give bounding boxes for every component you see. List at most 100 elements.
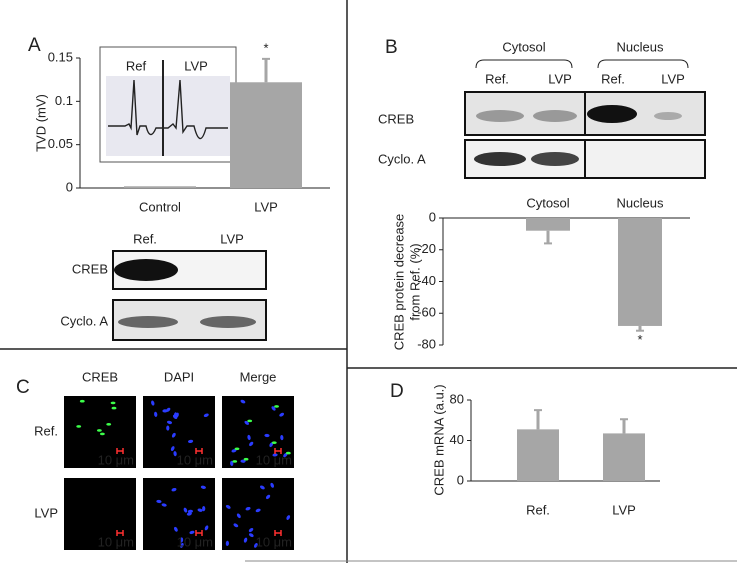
nucleus (202, 506, 206, 512)
y-tick-label: 0.15 (48, 49, 73, 64)
creb-stain (274, 405, 279, 408)
scale-label: 10 μm (256, 452, 292, 467)
nucleus (161, 503, 167, 507)
creb-stain (79, 399, 85, 403)
row-label: Cyclo. A (378, 151, 426, 166)
scale-label: 10 μm (177, 452, 213, 467)
y-tick-label: -40 (417, 273, 436, 288)
nucleus (174, 526, 178, 532)
group-label: Nucleus (617, 39, 664, 54)
band (476, 110, 524, 122)
nucleus (233, 523, 239, 528)
nucleus (171, 487, 177, 492)
band (118, 316, 178, 328)
x-tick-label: Control (139, 199, 181, 214)
nucleus (156, 499, 162, 504)
nucleus (271, 406, 276, 411)
creb-stain (99, 432, 105, 436)
lane-label: Ref. (601, 71, 625, 86)
nucleus (245, 506, 251, 511)
nucleus (171, 432, 176, 438)
nucleus (286, 515, 291, 520)
x-tick-label: Ref. (526, 502, 550, 517)
row-label: CREB (378, 111, 414, 126)
scale-bar (195, 530, 203, 536)
group-label: Cytosol (502, 39, 545, 54)
lane-label: LVP (548, 71, 572, 86)
y-tick-label: 0.1 (55, 93, 73, 108)
creb-stain (96, 429, 102, 432)
nucleus (264, 433, 270, 438)
nucleus (279, 412, 285, 417)
nucleus (204, 525, 209, 531)
nucleus (179, 537, 184, 543)
bracket (475, 59, 689, 69)
nucleus (244, 420, 249, 425)
scale-label: 10 μm (177, 534, 213, 549)
band (474, 152, 526, 166)
bar (618, 218, 662, 326)
scale-bar (116, 448, 124, 454)
nucleus (269, 442, 274, 448)
scale-bar (195, 448, 203, 454)
annotation: * (637, 332, 642, 347)
bar (230, 82, 302, 188)
micrograph (222, 478, 294, 550)
creb-stain (234, 447, 240, 451)
creb-stain (106, 422, 112, 426)
y-tick-label: 0 (457, 472, 464, 487)
nucleus (180, 542, 184, 548)
nucleus (230, 460, 234, 466)
micrograph (222, 396, 294, 468)
y-tick-label: 0 (66, 179, 73, 194)
lane-label: LVP (220, 231, 244, 246)
inset-label: Ref (126, 58, 147, 73)
nucleus (259, 485, 265, 490)
bar (603, 433, 645, 481)
nucleus (249, 441, 254, 447)
scale-bar (274, 530, 282, 536)
lane-label: Ref. (485, 71, 509, 86)
micrograph (143, 478, 215, 550)
creb-stain (110, 401, 116, 405)
nucleus (189, 530, 195, 535)
bar (517, 429, 559, 481)
nucleus (225, 504, 231, 509)
panel-label: B (385, 37, 398, 58)
nucleus (187, 439, 194, 444)
nucleus (197, 508, 203, 512)
row-label: CREB (72, 261, 108, 276)
blot (112, 250, 267, 290)
nucleus (203, 413, 209, 418)
nucleus (200, 485, 206, 489)
nucleus (172, 414, 178, 420)
nucleus (280, 435, 284, 441)
y-tick-label: 0 (429, 209, 436, 224)
x-tick-label: LVP (254, 199, 278, 214)
nucleus (247, 434, 251, 441)
nucleus (183, 507, 188, 513)
annotation: * (263, 40, 268, 55)
nucleus (240, 399, 246, 404)
creb-stain (111, 406, 117, 410)
nucleus (272, 453, 278, 457)
nucleus (173, 451, 177, 457)
creb-stain (76, 425, 82, 428)
nucleus (165, 407, 171, 412)
band (114, 259, 178, 281)
scale-bar (274, 448, 282, 454)
nucleus (283, 452, 288, 458)
creb-stain (285, 451, 291, 455)
y-tick-label: 0.05 (48, 136, 73, 151)
creb-stain (232, 460, 238, 463)
nucleus (243, 537, 248, 543)
scale-label: 10 μm (98, 452, 134, 467)
nucleus (166, 420, 173, 425)
scale-label: 10 μm (98, 534, 134, 549)
nucleus (254, 542, 258, 548)
nucleus (236, 513, 241, 519)
x-tick-label: Cytosol (526, 195, 569, 210)
nucleus (240, 459, 246, 463)
